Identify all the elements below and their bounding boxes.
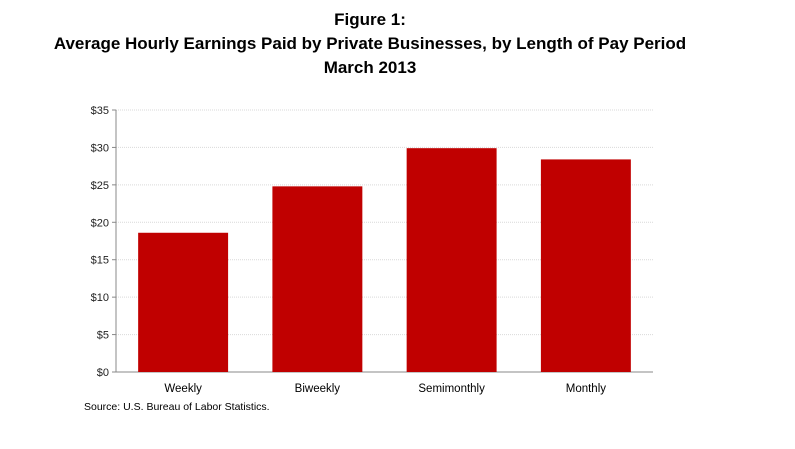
x-tick-label: Monthly bbox=[566, 383, 607, 395]
x-tick-label: Weekly bbox=[164, 383, 202, 395]
bar-semimonthly bbox=[406, 148, 497, 372]
y-tick-label: $0 bbox=[97, 367, 109, 379]
title-block: Figure 1: Average Hourly Earnings Paid b… bbox=[0, 8, 740, 80]
y-tick-label: $35 bbox=[91, 105, 109, 117]
x-tick-label: Semimonthly bbox=[418, 383, 485, 395]
bar-biweekly bbox=[272, 186, 363, 372]
y-tick-label: $20 bbox=[91, 217, 109, 229]
y-tick-label: $25 bbox=[91, 180, 109, 192]
bar-monthly bbox=[540, 159, 631, 372]
chart-title: Average Hourly Earnings Paid by Private … bbox=[53, 34, 687, 53]
x-tick-label: Biweekly bbox=[295, 383, 341, 395]
y-tick-label: $30 bbox=[91, 142, 109, 154]
chart-subtitle: March 2013 bbox=[323, 58, 417, 77]
y-tick-label: $10 bbox=[91, 292, 109, 304]
source-note: Source: U.S. Bureau of Labor Statistics. bbox=[84, 401, 270, 413]
y-tick-label: $5 bbox=[97, 330, 109, 342]
figure-label: Figure 1: bbox=[334, 10, 406, 29]
bar-weekly bbox=[138, 232, 229, 372]
y-tick-label: $15 bbox=[91, 255, 109, 267]
